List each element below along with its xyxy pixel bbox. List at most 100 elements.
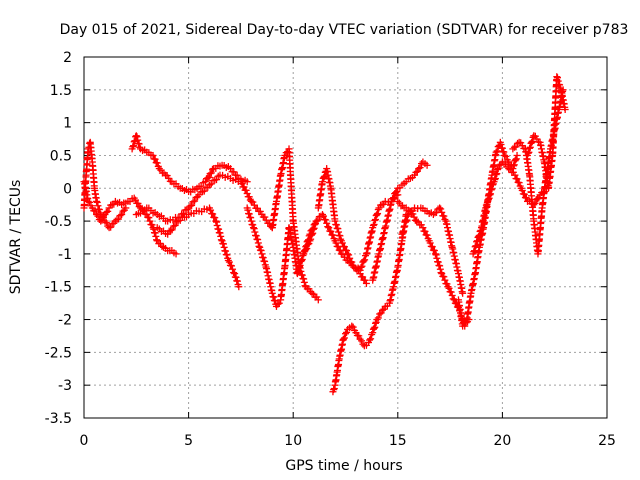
data-point [155,165,163,173]
data-point [254,236,262,244]
data-point [487,190,495,198]
data-point [343,328,351,336]
data-point [107,223,115,231]
data-point [188,201,196,209]
data-point [436,262,444,270]
x-tick-label: 25 [598,433,616,449]
data-point [410,213,418,221]
data-point [370,324,378,332]
data-point [525,148,533,156]
y-tick-label: 1.5 [50,83,72,99]
data-point [436,204,444,212]
data-point [345,251,353,259]
data-point [309,225,317,233]
data-point [96,209,104,217]
data-point [471,243,479,251]
data-point [475,231,483,239]
data-point [374,210,382,218]
data-point [434,258,442,266]
data-point [213,221,221,229]
data-point [390,194,398,202]
data-point [130,142,138,150]
data-point [129,143,137,151]
x-tick-label: 20 [493,433,511,449]
data-point [488,185,496,193]
data-point [302,243,310,251]
data-point [118,211,126,219]
data-point [274,300,282,308]
data-point [358,262,366,270]
data-point [492,148,500,156]
data-point [122,204,130,212]
y-tick-label: -1 [58,247,72,263]
data-point [183,206,191,214]
data-point [320,173,328,181]
data-point [312,217,320,225]
data-point [318,211,326,219]
y-tick-label: -2 [58,313,72,329]
data-point [301,247,309,255]
data-point [335,228,343,236]
data-point [475,232,483,240]
data-point [101,217,109,225]
data-point [216,229,224,237]
data-point [152,232,160,240]
x-tick-labels: 0 5 10 15 20 25 [80,433,616,449]
data-point [337,235,345,243]
data-point [399,228,407,236]
data-point [151,229,159,237]
data-point [249,198,257,206]
data-point [524,149,532,157]
data-point [426,239,434,247]
data-point [441,276,449,284]
data-point [502,152,510,160]
data-point [440,212,448,220]
data-point [421,227,429,235]
data-point [300,278,308,286]
data-point [369,329,377,337]
data-point [93,198,101,206]
data-point [373,316,381,324]
data-point [413,217,421,225]
data-point [233,277,241,285]
data-point [223,251,231,259]
data-point [332,221,340,229]
data-point [473,237,481,245]
data-points [80,73,569,396]
data-point [153,159,161,167]
data-point [95,206,103,214]
data-point [275,299,283,307]
data-point [212,217,220,225]
data-point [255,242,263,250]
data-point [306,230,314,238]
data-point [494,166,502,174]
data-point [214,172,222,180]
data-point [374,314,382,322]
data-point [250,225,258,233]
data-point [297,267,305,275]
data-point [491,176,499,184]
y-tick-label: -1.5 [45,280,72,296]
data-point [219,240,227,248]
data-point [230,269,238,277]
data-point [374,206,382,214]
data-point [220,243,228,251]
data-point [262,216,270,224]
data-point [392,189,400,197]
y-tick-label: -3.5 [45,411,72,427]
data-point [361,276,369,284]
data-point [233,171,241,179]
data-point [340,243,348,251]
data-point [505,165,513,173]
data-point [209,165,217,173]
data-point [371,319,379,327]
data-point [298,271,306,279]
data-point [207,206,215,214]
y-tick-label: 0.5 [50,148,72,164]
data-point [201,178,209,186]
data-point [389,195,397,203]
data-point [526,143,534,151]
data-point [134,136,142,144]
data-point [226,165,234,173]
